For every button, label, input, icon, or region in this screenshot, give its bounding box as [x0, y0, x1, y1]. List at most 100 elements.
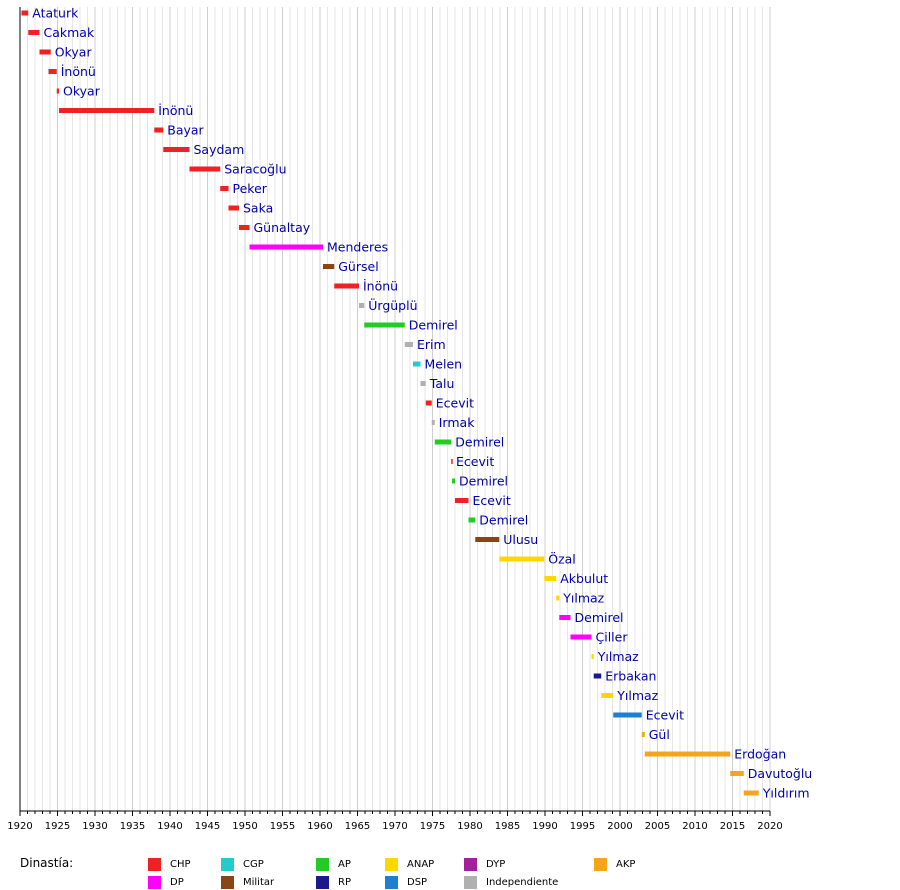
term-label: Demirel — [455, 435, 504, 450]
legend-label: CGP — [243, 858, 264, 870]
term-bar — [239, 225, 250, 230]
term-bar — [743, 790, 759, 796]
legend-swatch — [221, 857, 234, 871]
x-tick-label: 1990 — [532, 821, 557, 832]
term-bar — [228, 205, 239, 211]
legend-swatch — [385, 875, 398, 889]
term-bar — [28, 30, 40, 35]
legend-swatch — [316, 875, 329, 889]
term-bar — [189, 166, 221, 172]
legend-swatch — [221, 875, 234, 889]
x-tick-label: 1965 — [345, 821, 370, 832]
term-label: Gürsel — [338, 259, 378, 274]
legend-swatch — [148, 857, 161, 871]
x-tick-label: 1940 — [157, 821, 182, 832]
legend-item: DYP — [464, 856, 505, 872]
term-bar — [559, 615, 571, 620]
term-label: Menderes — [327, 240, 388, 255]
term-label: Talu — [429, 376, 455, 391]
term-label: Okyar — [63, 84, 101, 99]
x-tick-label: 2000 — [607, 821, 632, 832]
term-label: Ecevit — [646, 708, 684, 723]
term-bar — [434, 439, 452, 445]
x-tick-label: 2010 — [682, 821, 707, 832]
x-tick-label: 1950 — [232, 821, 257, 832]
legend-label: CHP — [170, 858, 191, 870]
term-label: Erdoğan — [734, 747, 786, 762]
x-axis: 1920 1925 1930 1935 1940 1945 1950 1955 1960 1965… — [7, 7, 783, 832]
term-bar — [431, 420, 435, 425]
term-label: Erbakan — [605, 669, 656, 684]
term-label: Demirel — [409, 318, 458, 333]
term-label: Demirel — [575, 610, 624, 625]
term-bar — [425, 400, 432, 406]
x-tick-label: 1925 — [45, 821, 70, 832]
legend-swatch — [594, 857, 607, 871]
term-bar — [570, 634, 592, 640]
x-tick-label: 1995 — [570, 821, 595, 832]
term-label: Peker — [233, 181, 268, 196]
term-label: Günaltay — [254, 220, 311, 235]
legend-item: AKP — [594, 856, 635, 872]
timeline-chart: Ataturk Cakmak Okyar İnönü Okyar İnönü Bayar Sa… — [7, 6, 812, 833]
term-label: Yıldırım — [762, 786, 810, 801]
legend-label: AP — [338, 858, 351, 870]
x-tick-label: 1955 — [270, 821, 295, 832]
term-bar — [359, 303, 365, 308]
term-bar — [468, 517, 476, 523]
term-label: Gül — [649, 727, 670, 742]
term-bar — [59, 108, 155, 113]
term-label: Melen — [425, 357, 463, 372]
term-label: Ecevit — [436, 396, 474, 411]
term-bars — [21, 10, 759, 796]
legend-swatch — [148, 875, 161, 889]
term-label: Ecevit — [473, 493, 511, 508]
term-bar — [641, 732, 645, 737]
term-label: Ürgüplü — [368, 297, 417, 313]
legend-item: CGP — [221, 856, 264, 872]
legend-item: DP — [148, 874, 184, 890]
year-gridlines — [27, 7, 771, 811]
legend-label: RP — [338, 876, 351, 888]
term-bar — [163, 147, 190, 152]
term-bar — [455, 498, 469, 503]
x-tick-label: 2015 — [720, 821, 745, 832]
term-label: Demirel — [479, 513, 528, 528]
term-bar — [613, 712, 642, 718]
term-label: Saka — [243, 201, 273, 216]
x-tick-label: 1970 — [382, 821, 407, 832]
term-bar — [413, 361, 421, 367]
legend-item: DSP — [385, 874, 427, 890]
x-tick-label: 1985 — [495, 821, 520, 832]
term-label: Ataturk — [32, 6, 79, 21]
term-bar — [644, 751, 731, 757]
term-labels: Ataturk Cakmak Okyar İnönü Okyar İnönü Bayar Sa… — [32, 6, 812, 801]
legend-label: DSP — [407, 876, 428, 888]
term-label: İnönü — [363, 279, 398, 294]
legend-item: AP — [316, 856, 351, 872]
x-tick-label: 2005 — [645, 821, 670, 832]
legend-label: DYP — [486, 858, 506, 870]
term-bar — [364, 322, 405, 328]
x-tick-label: 1920 — [7, 821, 32, 832]
term-bar — [730, 771, 744, 776]
term-bar — [544, 576, 557, 581]
term-bar — [48, 69, 57, 74]
legend-item: Independiente — [464, 874, 558, 890]
legend-item: Militar — [221, 874, 274, 890]
x-tick-label: 1960 — [307, 821, 332, 832]
term-bar — [499, 556, 545, 562]
term-bar — [593, 673, 602, 679]
legend-title: Dinastía: — [20, 856, 74, 870]
legend-label: AKP — [616, 858, 636, 870]
term-label: Davutoğlu — [748, 766, 812, 781]
legend-item: CHP — [148, 856, 191, 872]
legend-item: RP — [316, 874, 351, 890]
legend-item: ANAP — [385, 856, 434, 872]
term-bar — [591, 654, 594, 659]
term-label: Irmak — [439, 415, 475, 430]
legend-swatch — [464, 875, 477, 889]
term-bar — [452, 478, 455, 484]
x-tick-label: 1945 — [195, 821, 220, 832]
term-label: Saydam — [194, 142, 245, 157]
